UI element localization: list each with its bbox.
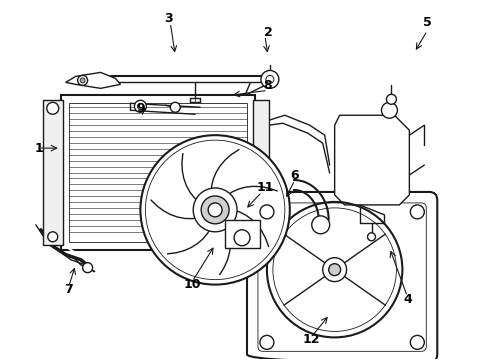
Text: 12: 12 [303,333,320,346]
Text: 11: 11 [256,181,274,194]
Circle shape [382,102,397,118]
Circle shape [329,264,341,276]
Text: 8: 8 [264,79,272,92]
Text: 4: 4 [403,293,412,306]
Circle shape [208,203,222,217]
Circle shape [260,336,274,349]
Bar [69,103,247,242]
Bar [225,220,260,248]
Polygon shape [66,72,121,88]
Circle shape [48,232,58,242]
Circle shape [261,71,279,88]
Circle shape [387,94,396,104]
Circle shape [234,230,250,246]
Circle shape [80,78,85,83]
Circle shape [312,216,330,234]
Text: 9: 9 [136,102,145,115]
Bar [43,100,63,245]
Circle shape [193,188,237,232]
Circle shape [141,135,290,285]
Text: 6: 6 [291,168,299,181]
Polygon shape [335,115,409,205]
Text: 7: 7 [64,283,73,296]
Circle shape [260,205,274,219]
Circle shape [77,75,88,85]
Circle shape [323,258,346,282]
Text: 5: 5 [423,16,432,29]
Circle shape [137,103,144,109]
Circle shape [201,196,229,224]
Bar [61,95,255,250]
Circle shape [410,205,424,219]
Bar [253,100,269,245]
Circle shape [368,233,375,241]
Circle shape [83,263,93,273]
Text: 10: 10 [183,278,201,291]
Text: 1: 1 [34,141,43,155]
Circle shape [410,336,424,349]
Circle shape [266,75,274,84]
Text: 2: 2 [264,26,272,39]
Circle shape [171,102,180,112]
Circle shape [47,102,59,114]
Circle shape [134,100,147,112]
Text: 3: 3 [164,12,172,25]
